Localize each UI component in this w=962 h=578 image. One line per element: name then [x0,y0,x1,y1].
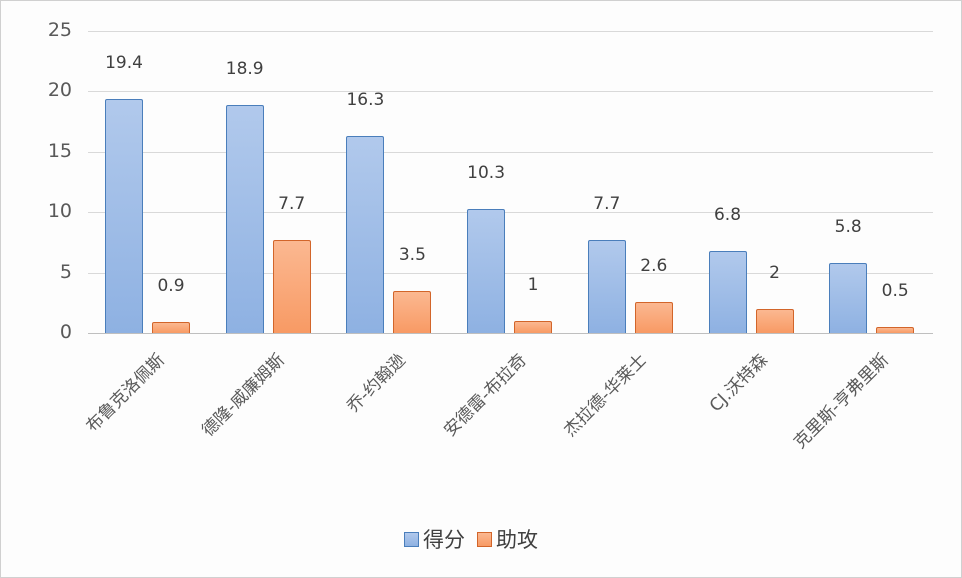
data-label: 3.5 [398,244,426,265]
gridline [88,273,933,274]
data-label: 10.3 [467,162,506,183]
assists-bar [755,308,794,333]
y-tick-label: 20 [47,79,72,102]
legend-item-assists: 助攻 [477,524,538,554]
data-label: 7.7 [593,193,621,214]
data-label: 2 [769,262,780,283]
points-bar [105,98,143,333]
assists-bar [272,239,311,333]
points-bar [225,104,264,333]
assists-bar [634,301,673,333]
y-tick-label: 15 [47,139,72,162]
data-label: 7.7 [278,193,306,214]
assists-bar [152,322,190,333]
legend-label: 助攻 [496,528,538,552]
points-bar [708,250,747,333]
data-label: 2.6 [640,255,668,276]
data-label: 16.3 [346,90,385,111]
data-label: 0.5 [881,280,909,301]
legend-swatch-orange [477,531,492,547]
legend: 得分 助攻 [404,524,544,554]
data-label: 6.8 [713,204,742,225]
gridline [88,152,933,153]
legend-label: 得分 [423,528,465,552]
y-tick-label: 25 [47,19,72,41]
data-label: 1 [527,274,539,295]
legend-item-points: 得分 [404,524,465,554]
points-bar [829,262,868,333]
assists-bar [514,320,553,333]
y-tick-label: 10 [47,200,72,223]
data-label: 5.8 [834,216,862,237]
data-label: 0.9 [157,276,185,297]
points-bar [587,239,626,333]
x-axis-line [88,333,933,334]
gridline [88,212,933,213]
gridline [88,31,933,32]
gridline [88,91,933,92]
y-tick-label: 0 [59,321,72,343]
assists-bar [876,326,915,333]
points-bar [467,208,506,333]
y-tick-label: 5 [59,260,72,283]
legend-swatch-blue [404,531,419,547]
points-bar [346,136,385,333]
assists-bar [393,290,432,333]
data-label: 19.4 [105,52,143,73]
data-label: 18.9 [225,58,264,79]
